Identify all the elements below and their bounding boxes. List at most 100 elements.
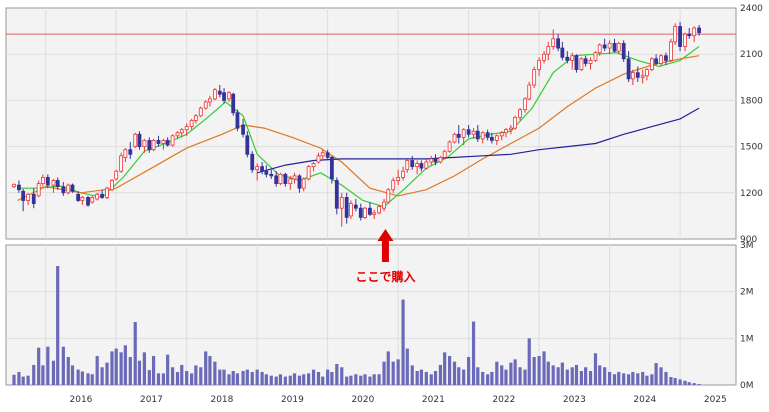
volume-bar: [56, 266, 60, 385]
volume-bar: [292, 373, 297, 385]
candlestick: [368, 202, 372, 216]
volume-bar: [147, 370, 151, 385]
volume-bar: [513, 359, 517, 385]
candlestick: [673, 23, 678, 45]
candlestick: [179, 128, 184, 138]
volume-bar: [429, 374, 433, 385]
volume-bar: [363, 374, 367, 385]
candlestick: [442, 149, 447, 159]
candlestick: [329, 155, 334, 184]
candlestick: [45, 174, 50, 189]
volume-bar: [556, 367, 560, 385]
volume-bar: [90, 374, 94, 385]
volume-tick-label: 0M: [740, 381, 754, 391]
volume-bar: [415, 371, 419, 385]
candlestick: [283, 172, 288, 187]
volume-bar: [32, 364, 36, 385]
volume-bar: [377, 374, 381, 385]
year-tick-label: 2024: [633, 395, 656, 405]
volume-bar: [142, 352, 146, 385]
candlestick: [471, 128, 476, 139]
volume-bar: [161, 373, 166, 385]
volume-bar: [504, 369, 508, 385]
candlestick: [316, 152, 321, 164]
candlestick: [475, 125, 480, 142]
candlestick: [391, 177, 396, 193]
candlestick: [292, 172, 297, 184]
candlestick: [51, 178, 56, 193]
volume-bar: [636, 373, 640, 385]
candlestick: [12, 183, 16, 189]
volume-bar: [368, 376, 372, 385]
volume-bar: [386, 351, 390, 385]
volume-bar: [166, 354, 170, 385]
volume-bar: [66, 357, 70, 385]
candlestick: [499, 131, 504, 141]
candlestick: [255, 163, 260, 181]
candlestick: [649, 57, 654, 72]
year-tick-label: 2021: [422, 395, 445, 405]
volume-bar: [523, 369, 527, 385]
candlestick: [212, 88, 217, 101]
volume-bar: [500, 365, 504, 385]
volume-bar: [424, 371, 428, 385]
volume-bar: [527, 338, 531, 385]
candlestick: [264, 165, 269, 178]
candlestick: [334, 177, 339, 215]
volume-bar: [222, 369, 226, 385]
price-tick-label: 1200: [740, 189, 763, 199]
year-tick-label: 2019: [281, 395, 304, 405]
price-tick-label: 2100: [740, 50, 763, 60]
volume-bar: [650, 374, 654, 385]
candlestick: [546, 41, 551, 61]
volume-bar: [227, 374, 231, 385]
candlestick: [100, 189, 105, 199]
volume-bar: [467, 357, 471, 385]
candlestick: [170, 134, 175, 147]
volume-bar: [95, 356, 99, 385]
candlestick: [542, 51, 546, 64]
candlestick: [349, 200, 353, 219]
volume-bar: [598, 365, 602, 385]
year-tick-label: 2020: [351, 395, 374, 405]
volume-bar: [438, 364, 443, 385]
candlestick: [260, 162, 265, 175]
volume-bar: [345, 376, 349, 385]
volume-bar: [486, 374, 490, 385]
candlestick: [429, 155, 434, 166]
candlestick: [137, 131, 142, 150]
candlestick: [231, 92, 236, 116]
candlestick: [241, 118, 245, 138]
volume-bar: [330, 371, 334, 385]
volume-bar: [669, 377, 673, 385]
year-tick-label: 2022: [492, 395, 515, 405]
candlestick: [635, 66, 640, 82]
candlestick: [142, 138, 147, 153]
candlestick: [363, 206, 367, 219]
candlestick: [616, 41, 621, 55]
volume-bar: [659, 367, 663, 385]
candlestick: [189, 118, 194, 130]
candlestick: [523, 97, 527, 113]
candlestick: [217, 85, 222, 98]
candlestick: [110, 178, 114, 192]
candlestick: [574, 54, 579, 73]
volume-bar: [673, 378, 677, 385]
candlestick: [184, 123, 189, 136]
candlestick: [55, 177, 60, 190]
volume-bar: [401, 299, 405, 385]
volume-bar: [283, 376, 287, 385]
volume-bar: [645, 375, 649, 385]
candlestick: [551, 29, 556, 50]
candlestick: [377, 205, 382, 215]
volume-bar: [447, 356, 452, 385]
volume-bar: [190, 373, 194, 385]
volume-panel: [5, 244, 737, 386]
candlestick: [31, 188, 36, 209]
volume-bar: [180, 364, 184, 385]
volume-bar: [588, 371, 593, 385]
candlestick: [250, 151, 255, 173]
volume-bar: [241, 371, 245, 385]
candlestick: [175, 131, 180, 139]
volume-bar: [199, 367, 203, 385]
